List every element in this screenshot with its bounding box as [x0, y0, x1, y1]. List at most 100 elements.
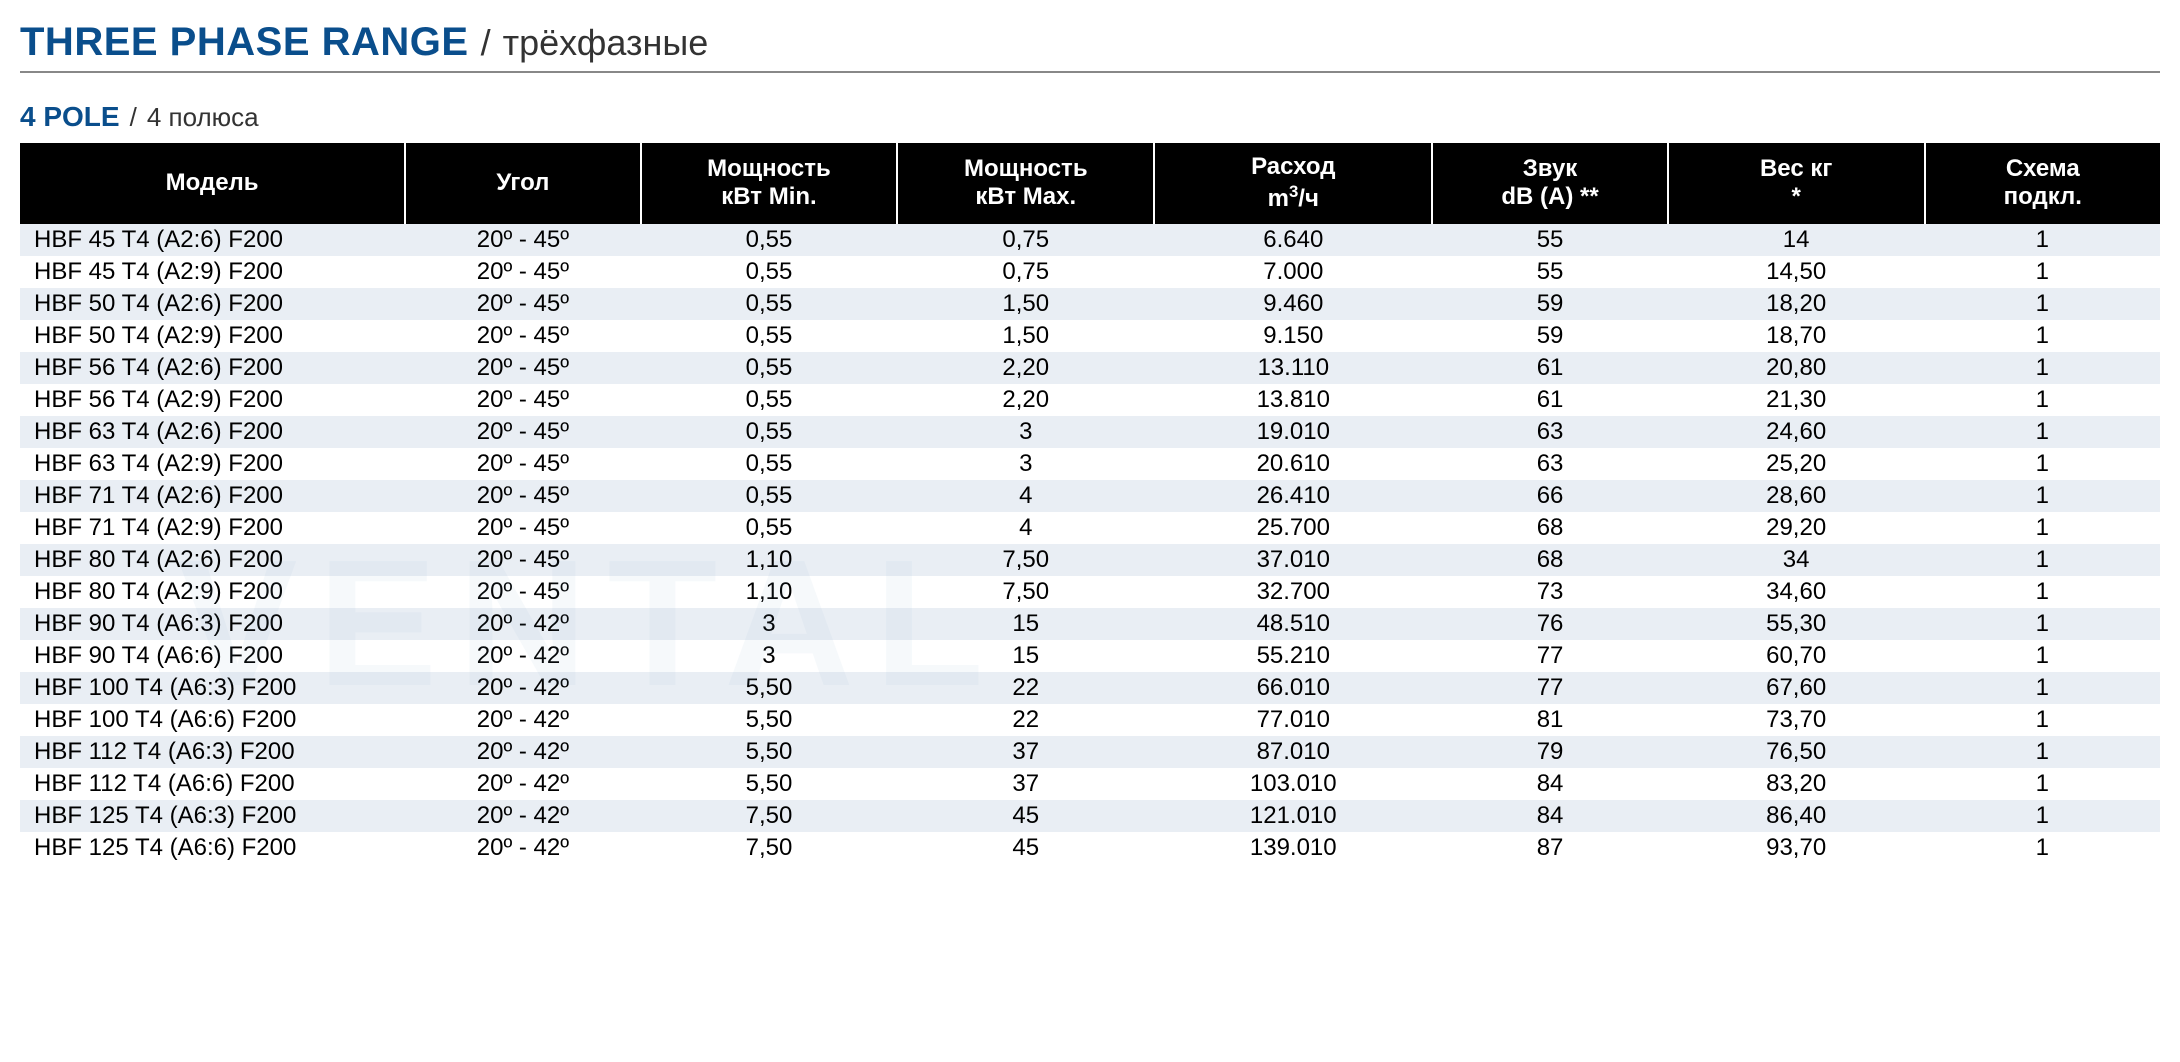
- cell-angle: 20º - 42º: [405, 704, 640, 736]
- cell-kw_min: 0,55: [641, 480, 898, 512]
- page: THREE PHASE RANGE / трёхфазные 4 POLE / …: [0, 0, 2180, 894]
- cell-angle: 20º - 42º: [405, 608, 640, 640]
- cell-kw_min: 3: [641, 608, 898, 640]
- table-row: HBF 45 T4 (A2:6) F20020º - 45º0,550,756.…: [20, 224, 2160, 256]
- cell-sound: 79: [1432, 736, 1667, 768]
- cell-sound: 59: [1432, 288, 1667, 320]
- cell-scheme: 1: [1925, 384, 2160, 416]
- cell-model: HBF 71 T4 (A2:9) F200: [20, 512, 405, 544]
- cell-scheme: 1: [1925, 288, 2160, 320]
- page-title-separator: /: [481, 22, 491, 64]
- cell-model: HBF 63 T4 (A2:6) F200: [20, 416, 405, 448]
- cell-model: HBF 125 T4 (A6:3) F200: [20, 800, 405, 832]
- cell-scheme: 1: [1925, 832, 2160, 864]
- cell-kw_min: 0,55: [641, 448, 898, 480]
- cell-angle: 20º - 42º: [405, 640, 640, 672]
- col-header-angle: Угол: [405, 143, 640, 224]
- table-row: HBF 63 T4 (A2:9) F20020º - 45º0,55320.61…: [20, 448, 2160, 480]
- cell-scheme: 1: [1925, 320, 2160, 352]
- cell-weight: 20,80: [1668, 352, 1925, 384]
- cell-kw_min: 0,55: [641, 384, 898, 416]
- cell-weight: 73,70: [1668, 704, 1925, 736]
- cell-weight: 28,60: [1668, 480, 1925, 512]
- cell-flow: 20.610: [1154, 448, 1432, 480]
- cell-kw_min: 5,50: [641, 768, 898, 800]
- cell-scheme: 1: [1925, 704, 2160, 736]
- cell-weight: 24,60: [1668, 416, 1925, 448]
- cell-kw_max: 4: [897, 480, 1154, 512]
- page-subtitle-row: 4 POLE / 4 полюса: [20, 101, 2160, 133]
- cell-scheme: 1: [1925, 608, 2160, 640]
- cell-kw_min: 5,50: [641, 672, 898, 704]
- cell-angle: 20º - 45º: [405, 320, 640, 352]
- cell-angle: 20º - 45º: [405, 416, 640, 448]
- cell-sound: 68: [1432, 544, 1667, 576]
- table-row: HBF 90 T4 (A6:3) F20020º - 42º31548.5107…: [20, 608, 2160, 640]
- page-subtitle-main: 4 POLE: [20, 101, 120, 133]
- table-row: HBF 100 T4 (A6:3) F20020º - 42º5,502266.…: [20, 672, 2160, 704]
- cell-angle: 20º - 45º: [405, 448, 640, 480]
- cell-angle: 20º - 42º: [405, 736, 640, 768]
- cell-weight: 76,50: [1668, 736, 1925, 768]
- table-row: HBF 125 T4 (A6:3) F20020º - 42º7,5045121…: [20, 800, 2160, 832]
- cell-model: HBF 100 T4 (A6:3) F200: [20, 672, 405, 704]
- cell-sound: 81: [1432, 704, 1667, 736]
- cell-kw_max: 1,50: [897, 320, 1154, 352]
- cell-flow: 37.010: [1154, 544, 1432, 576]
- cell-kw_max: 1,50: [897, 288, 1154, 320]
- cell-model: HBF 80 T4 (A2:9) F200: [20, 576, 405, 608]
- cell-kw_min: 0,55: [641, 416, 898, 448]
- cell-model: HBF 100 T4 (A6:6) F200: [20, 704, 405, 736]
- cell-sound: 77: [1432, 672, 1667, 704]
- cell-kw_min: 7,50: [641, 800, 898, 832]
- cell-flow: 139.010: [1154, 832, 1432, 864]
- cell-angle: 20º - 45º: [405, 544, 640, 576]
- cell-sound: 63: [1432, 448, 1667, 480]
- cell-kw_max: 22: [897, 704, 1154, 736]
- page-title-main: THREE PHASE RANGE: [20, 20, 469, 65]
- cell-kw_max: 0,75: [897, 224, 1154, 256]
- cell-scheme: 1: [1925, 736, 2160, 768]
- table-row: HBF 80 T4 (A2:9) F20020º - 45º1,107,5032…: [20, 576, 2160, 608]
- col-header-model: Модель: [20, 143, 405, 224]
- cell-model: HBF 90 T4 (A6:6) F200: [20, 640, 405, 672]
- page-subtitle-separator: /: [130, 102, 137, 133]
- cell-sound: 77: [1432, 640, 1667, 672]
- cell-sound: 76: [1432, 608, 1667, 640]
- cell-weight: 60,70: [1668, 640, 1925, 672]
- cell-model: HBF 45 T4 (A2:9) F200: [20, 256, 405, 288]
- cell-flow: 13.110: [1154, 352, 1432, 384]
- cell-model: HBF 71 T4 (A2:6) F200: [20, 480, 405, 512]
- table-row: HBF 56 T4 (A2:9) F20020º - 45º0,552,2013…: [20, 384, 2160, 416]
- spec-table-body: HBF 45 T4 (A2:6) F20020º - 45º0,550,756.…: [20, 224, 2160, 864]
- cell-sound: 84: [1432, 768, 1667, 800]
- cell-kw_max: 37: [897, 736, 1154, 768]
- cell-weight: 55,30: [1668, 608, 1925, 640]
- cell-kw_max: 0,75: [897, 256, 1154, 288]
- cell-weight: 18,20: [1668, 288, 1925, 320]
- cell-sound: 61: [1432, 384, 1667, 416]
- cell-model: HBF 56 T4 (A2:9) F200: [20, 384, 405, 416]
- table-row: HBF 100 T4 (A6:6) F20020º - 42º5,502277.…: [20, 704, 2160, 736]
- cell-scheme: 1: [1925, 480, 2160, 512]
- cell-angle: 20º - 42º: [405, 672, 640, 704]
- cell-kw_min: 3: [641, 640, 898, 672]
- table-row: HBF 125 T4 (A6:6) F20020º - 42º7,5045139…: [20, 832, 2160, 864]
- cell-model: HBF 63 T4 (A2:9) F200: [20, 448, 405, 480]
- cell-flow: 32.700: [1154, 576, 1432, 608]
- cell-kw_max: 37: [897, 768, 1154, 800]
- cell-kw_min: 5,50: [641, 736, 898, 768]
- cell-flow: 6.640: [1154, 224, 1432, 256]
- table-row: HBF 63 T4 (A2:6) F20020º - 45º0,55319.01…: [20, 416, 2160, 448]
- table-row: HBF 112 T4 (A6:3) F20020º - 42º5,503787.…: [20, 736, 2160, 768]
- cell-flow: 121.010: [1154, 800, 1432, 832]
- cell-flow: 9.150: [1154, 320, 1432, 352]
- cell-kw_max: 45: [897, 800, 1154, 832]
- page-title-sub: трёхфазные: [503, 22, 709, 64]
- cell-weight: 34,60: [1668, 576, 1925, 608]
- table-row: HBF 80 T4 (A2:6) F20020º - 45º1,107,5037…: [20, 544, 2160, 576]
- spec-table: МодельУголМощностькВт Min.МощностькВт Ma…: [20, 143, 2160, 864]
- table-row: HBF 50 T4 (A2:6) F20020º - 45º0,551,509.…: [20, 288, 2160, 320]
- cell-sound: 55: [1432, 256, 1667, 288]
- cell-model: HBF 90 T4 (A6:3) F200: [20, 608, 405, 640]
